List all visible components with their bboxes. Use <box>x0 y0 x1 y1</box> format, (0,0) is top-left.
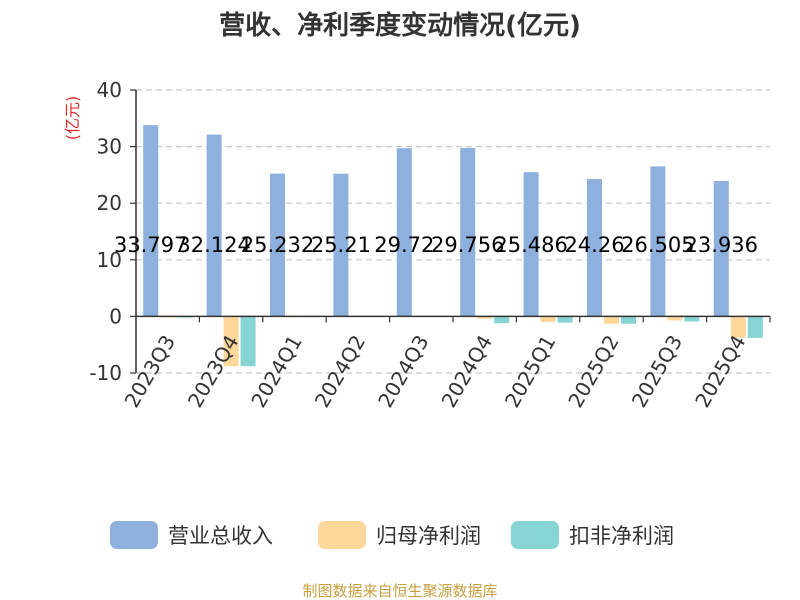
x-tick-label: 2025Q2 <box>563 331 623 412</box>
data-label: 25.486 <box>494 233 567 257</box>
bar <box>270 173 285 317</box>
data-label: 25.21 <box>311 233 371 257</box>
y-tick-label: 0 <box>109 304 122 328</box>
bar <box>396 148 412 317</box>
x-tick-label: 2023Q3 <box>120 331 180 412</box>
x-tick-label: 2023Q4 <box>183 331 243 412</box>
x-tick-label: 2024Q4 <box>437 331 497 412</box>
legend-label[interactable]: 归母净利润 <box>376 524 481 548</box>
x-tick-label: 2024Q3 <box>373 331 433 412</box>
bars <box>143 125 763 367</box>
gridlines <box>136 89 770 374</box>
bar <box>621 316 636 324</box>
x-tick-label: 2025Q1 <box>500 331 560 412</box>
data-label: 23.936 <box>685 233 758 257</box>
data-label: 29.72 <box>374 233 434 257</box>
legend-swatch[interactable] <box>318 521 366 549</box>
bar <box>223 316 239 367</box>
bar <box>333 173 349 317</box>
legend-swatch[interactable] <box>110 521 158 549</box>
y-tick-label: 10 <box>97 248 122 272</box>
legend[interactable]: 营业总收入 归母净利润 扣非净利润 <box>110 521 674 549</box>
y-axis-ticks: -10 0 10 20 30 40 <box>89 78 136 385</box>
y-tick-label: 30 <box>97 135 122 159</box>
axes <box>135 90 771 373</box>
bar <box>523 172 539 317</box>
bar <box>730 316 746 338</box>
x-tick-label: 2025Q4 <box>690 331 750 412</box>
data-label: 33.797 <box>114 233 187 257</box>
data-label: 26.505 <box>621 233 694 257</box>
legend-swatch[interactable] <box>511 521 559 549</box>
data-label: 24.26 <box>564 233 624 257</box>
bar <box>604 316 619 324</box>
data-label: 29.756 <box>431 233 504 257</box>
bar <box>684 316 700 322</box>
bar <box>650 166 666 317</box>
y-tick-label: -10 <box>89 361 122 385</box>
bar <box>494 316 510 324</box>
source-note: 制图数据来自恒生聚源数据库 <box>302 582 497 600</box>
bar <box>240 316 256 367</box>
bar <box>587 179 602 317</box>
y-tick-label: 20 <box>97 191 122 215</box>
chart-title: 营收、净利季度变动情况(亿元) <box>219 10 581 41</box>
bar <box>206 134 222 317</box>
bar <box>540 316 556 323</box>
bar <box>667 316 683 321</box>
bar <box>713 180 729 317</box>
data-label: 32.124 <box>177 233 250 257</box>
x-axis-ticks: 2023Q3 2023Q4 2024Q1 2024Q2 2024Q3 2024Q4 2025… <box>120 331 751 412</box>
legend-label[interactable]: 扣非净利润 <box>569 524 674 548</box>
y-axis-label: (亿元) <box>63 96 82 141</box>
bar <box>747 316 763 338</box>
legend-label[interactable]: 营业总收入 <box>168 524 273 548</box>
bar <box>460 147 476 317</box>
bar <box>143 125 159 317</box>
y-tick-label: 40 <box>97 78 122 102</box>
x-tick-label: 2025Q3 <box>627 331 687 412</box>
bar <box>557 316 573 323</box>
x-tick-label: 2024Q2 <box>310 331 370 412</box>
data-label: 25.232 <box>241 233 314 257</box>
bar <box>477 316 493 319</box>
